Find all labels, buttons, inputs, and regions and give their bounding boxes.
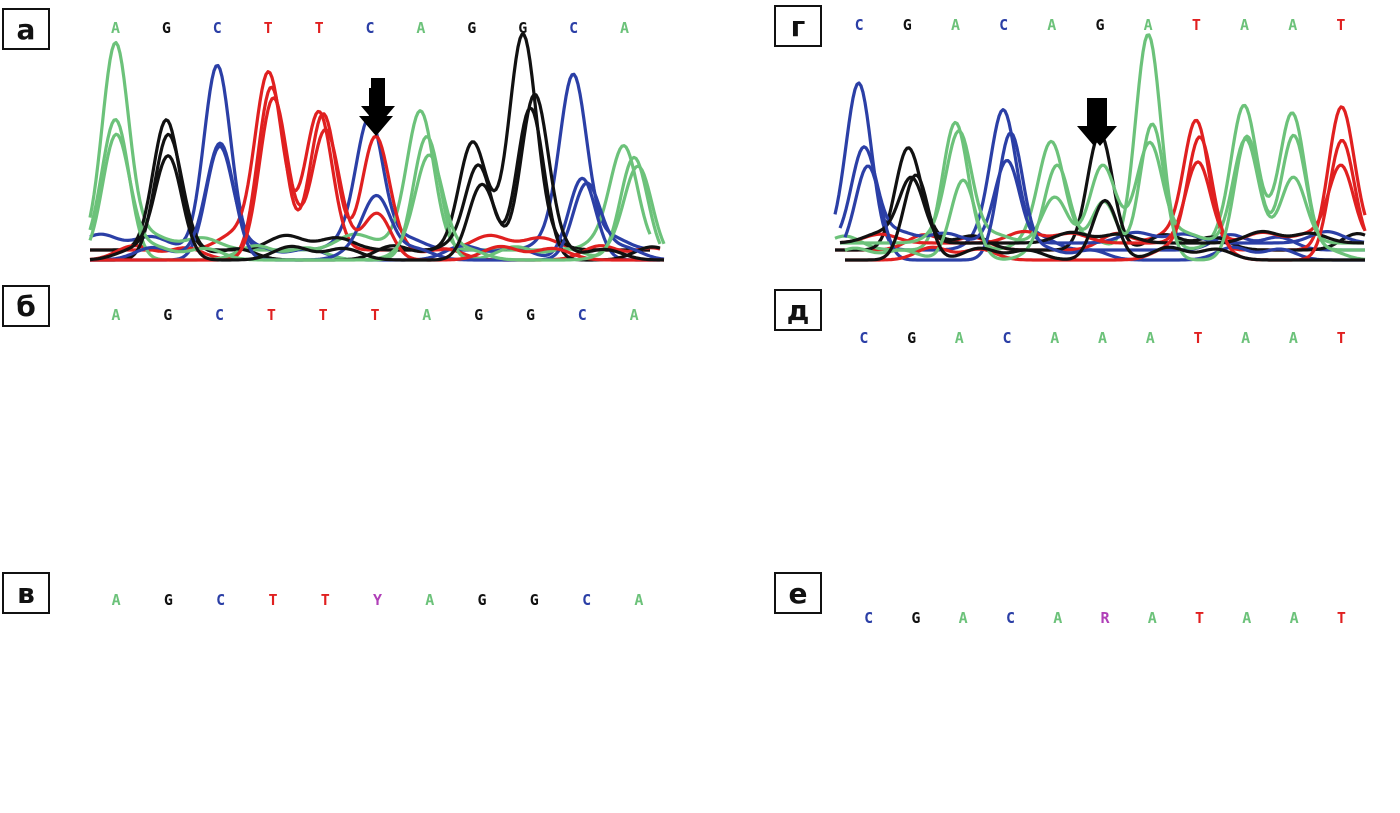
- trace-t: [90, 96, 664, 262]
- trace-plot: [843, 122, 1367, 262]
- base-call: C: [577, 306, 587, 324]
- trace-c: [843, 131, 1365, 262]
- base-call: A: [1047, 16, 1057, 34]
- base-call: T: [1195, 609, 1205, 627]
- base-call: A: [1242, 609, 1252, 627]
- panel-label: а: [2, 8, 50, 50]
- base-call: Y: [372, 591, 383, 609]
- base-call: A: [634, 591, 644, 609]
- base-call: T: [263, 19, 273, 37]
- base-call: G: [163, 591, 173, 609]
- base-call: G: [467, 19, 477, 37]
- base-call: A: [1241, 329, 1251, 347]
- base-call: A: [1147, 609, 1157, 627]
- base-call: T: [1336, 329, 1346, 347]
- base-call: G: [525, 306, 535, 324]
- base-call: G: [477, 591, 487, 609]
- trace-a: [840, 129, 1364, 245]
- base-call: R: [1100, 609, 1110, 627]
- base-call: A: [958, 609, 968, 627]
- base-call: T: [1336, 16, 1346, 34]
- base-call: A: [416, 19, 426, 37]
- chromatogram-panel: в A G C T T Y A G G C A: [0, 88, 700, 813]
- base-call: A: [620, 19, 630, 37]
- base-call: A: [110, 19, 120, 37]
- base-call: C: [582, 591, 592, 609]
- base-call: A: [1288, 329, 1298, 347]
- base-call: T: [318, 306, 328, 324]
- mutation-arrow-icon: [359, 88, 393, 136]
- trace-plot: [88, 92, 666, 262]
- base-call: T: [370, 306, 380, 324]
- base-call: C: [864, 609, 874, 627]
- chromatogram-panel: е C G A C A R A T A A T: [700, 98, 1400, 813]
- base-call: T: [320, 591, 330, 609]
- base-call: G: [518, 19, 528, 37]
- base-call: T: [1191, 16, 1201, 34]
- base-call: C: [569, 19, 579, 37]
- base-call: G: [1095, 16, 1105, 34]
- base-call: C: [212, 19, 222, 37]
- panel-label: е: [774, 572, 822, 614]
- base-call: T: [1336, 609, 1346, 627]
- base-call: A: [1097, 329, 1108, 347]
- base-call: C: [859, 329, 869, 347]
- base-call: A: [950, 16, 960, 34]
- base-call: T: [1193, 329, 1203, 347]
- trace-plot: [838, 129, 1366, 245]
- base-call: G: [529, 591, 539, 609]
- base-call: A: [111, 306, 121, 324]
- panel-label: д: [774, 289, 822, 331]
- panel-label: б: [2, 285, 50, 327]
- mutation-arrow-icon: [1083, 98, 1117, 146]
- base-call: G: [911, 609, 921, 627]
- base-call: A: [1053, 609, 1063, 627]
- panel-label: г: [774, 5, 822, 47]
- base-call: A: [425, 591, 435, 609]
- base-call: C: [215, 306, 225, 324]
- base-call: A: [1240, 16, 1250, 34]
- base-call: C: [365, 19, 375, 37]
- base-call: T: [268, 591, 278, 609]
- trace-g: [90, 106, 661, 262]
- base-call: C: [854, 16, 864, 34]
- base-call: A: [1288, 16, 1298, 34]
- base-call: A: [954, 329, 964, 347]
- base-call: T: [314, 19, 324, 37]
- base-call: C: [1002, 329, 1012, 347]
- base-call: G: [474, 306, 484, 324]
- base-call: G: [163, 306, 173, 324]
- trace-g: [839, 175, 1365, 245]
- base-call: G: [907, 329, 917, 347]
- panel-label: в: [2, 572, 50, 614]
- base-call: A: [1289, 609, 1299, 627]
- trace-c: [90, 141, 665, 262]
- base-call: A: [422, 306, 432, 324]
- trace-g: [89, 92, 665, 262]
- trace-g: [845, 173, 1365, 262]
- base-call: A: [1143, 16, 1153, 34]
- base-call: C: [216, 591, 226, 609]
- base-call: G: [161, 19, 171, 37]
- base-call: A: [629, 306, 639, 324]
- base-call: C: [999, 16, 1009, 34]
- base-call: G: [902, 16, 912, 34]
- base-call: A: [1050, 329, 1060, 347]
- base-call: A: [1145, 329, 1155, 347]
- base-call: A: [111, 591, 121, 609]
- base-call: C: [1005, 609, 1015, 627]
- base-call: T: [266, 306, 276, 324]
